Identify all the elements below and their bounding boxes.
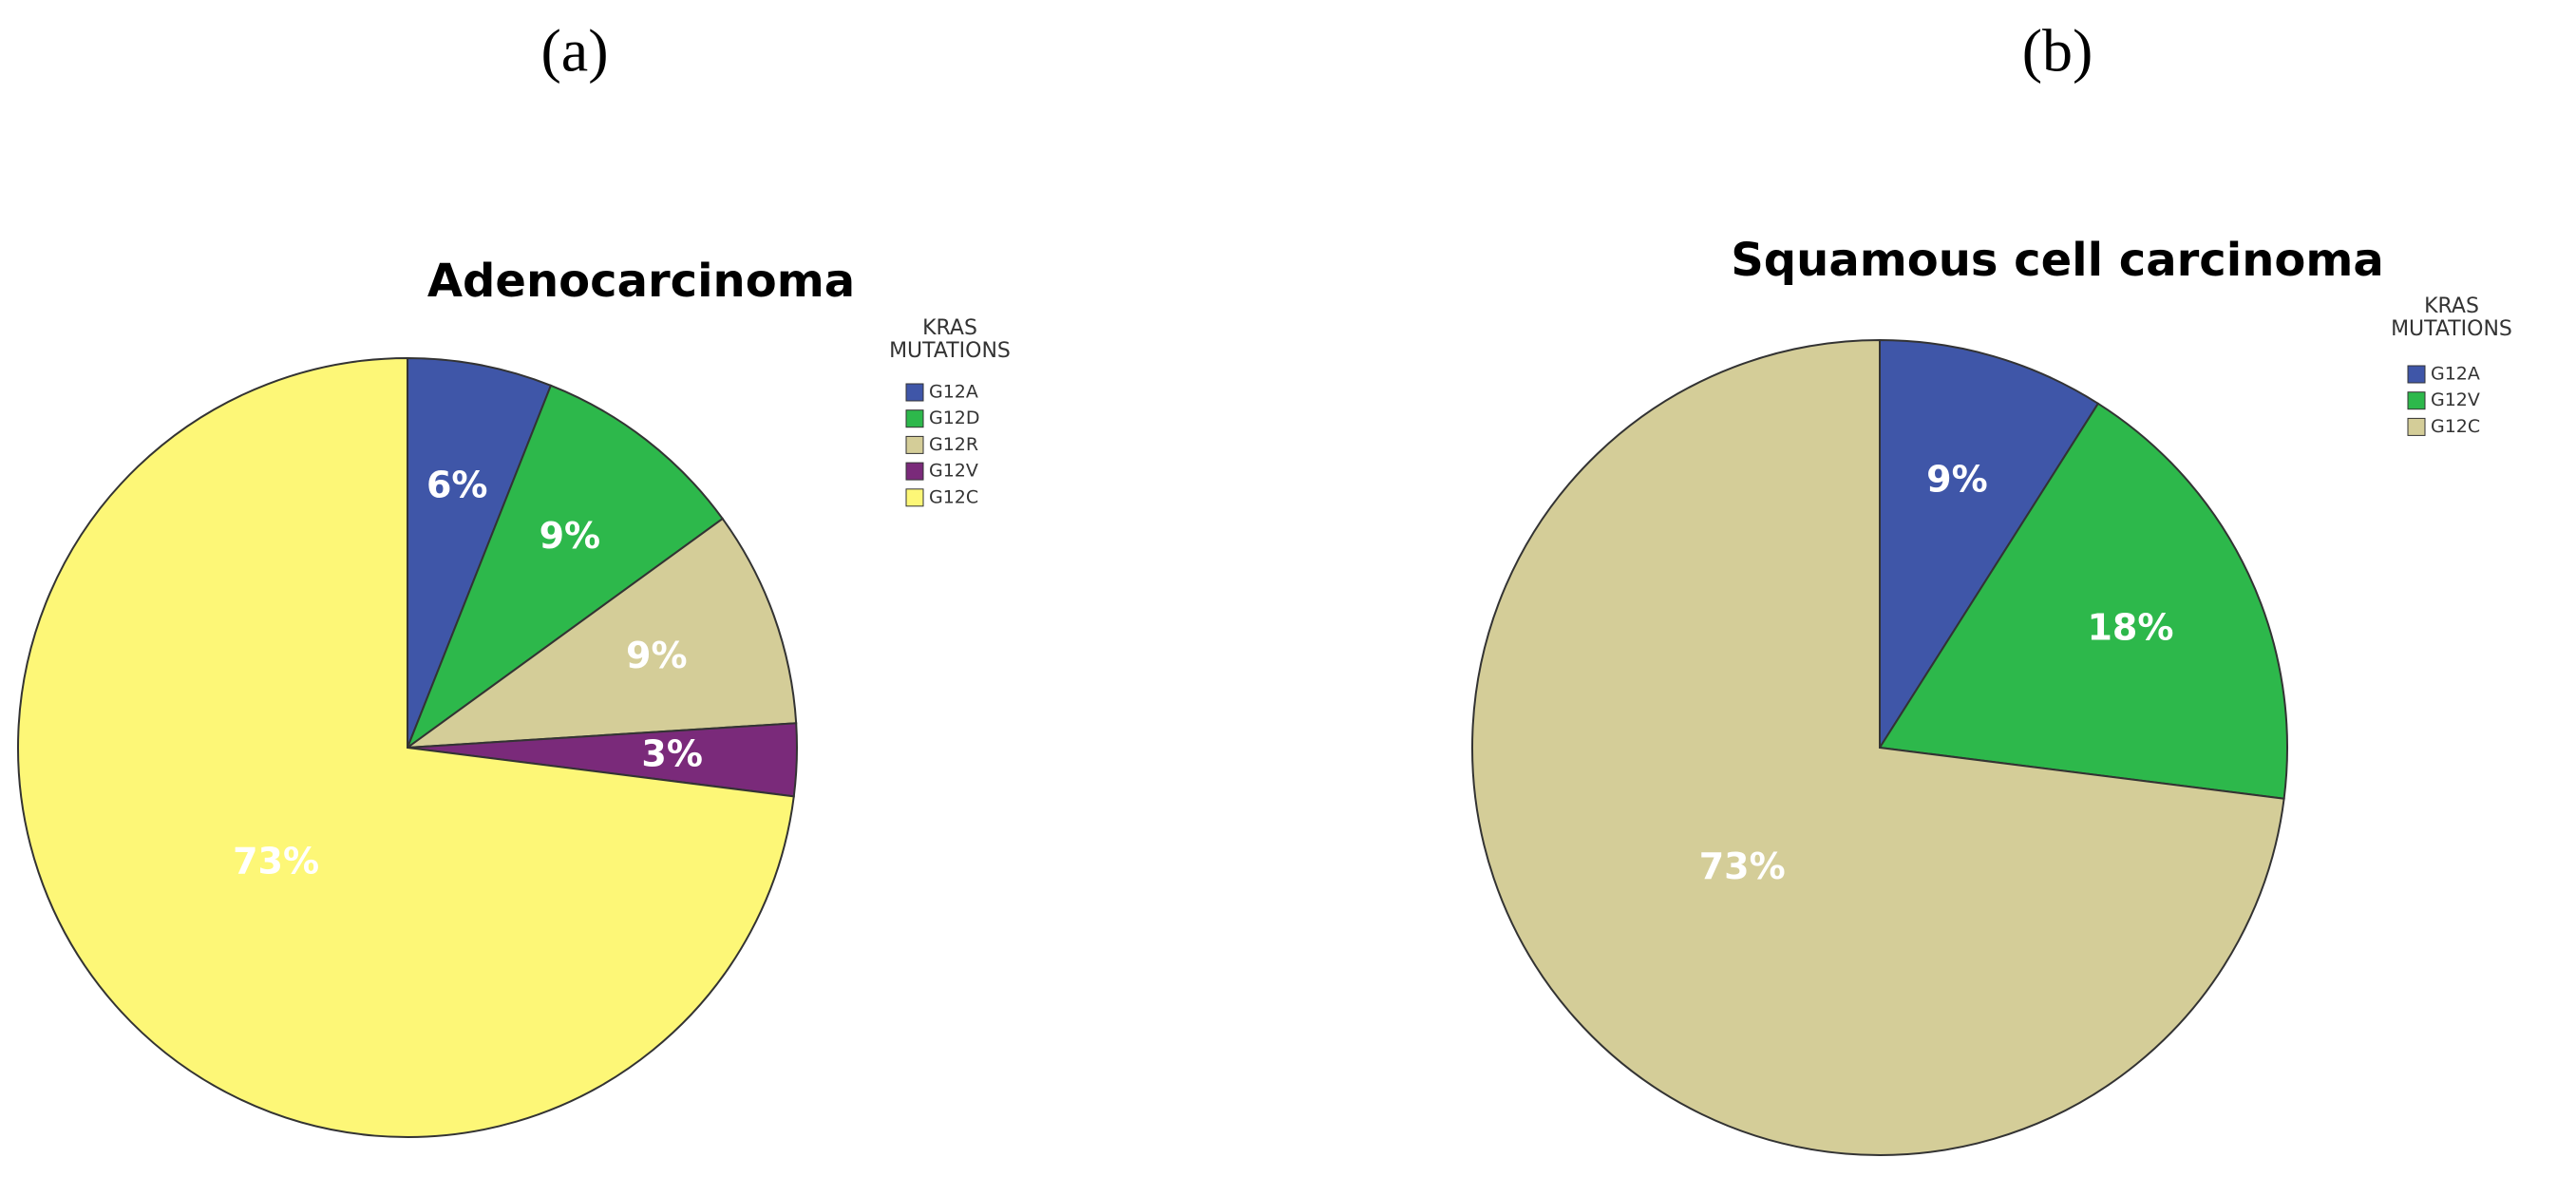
legend-label: G12R	[929, 434, 978, 455]
panel-label: (a)	[540, 17, 608, 85]
value-label: 3%	[641, 732, 703, 774]
legend-swatch	[2407, 365, 2426, 384]
pie-slice	[1879, 338, 2100, 751]
pie-slice	[17, 356, 795, 1138]
value-label: 18%	[2087, 606, 2173, 648]
legend-label: G12C	[929, 486, 978, 507]
value-label: 6%	[426, 465, 488, 506]
legend-label: G12V	[929, 461, 978, 482]
legend-swatch	[2407, 417, 2426, 436]
legend-label: G12D	[929, 408, 980, 428]
legend-label: G12C	[2431, 416, 2480, 437]
value-label: 9%	[540, 515, 601, 557]
legend-title: KRAS	[2424, 294, 2479, 318]
pie-slice	[407, 356, 553, 749]
legend-title: MUTATIONS	[889, 339, 1011, 363]
legend-swatch	[905, 409, 924, 428]
legend-label: G12A	[929, 382, 978, 403]
value-label: 9%	[626, 635, 688, 676]
legend-swatch	[905, 383, 924, 402]
legend-label: G12A	[2431, 364, 2480, 385]
legend-label: G12V	[2431, 389, 2480, 410]
pie-slice	[1471, 338, 2285, 1156]
legend-swatch	[2407, 391, 2426, 410]
chart-title: Adenocarcinoma	[427, 255, 855, 308]
legend-swatch	[905, 462, 924, 481]
chart-title: Squamous cell carcinoma	[1731, 234, 2384, 287]
pie-slice	[404, 517, 798, 750]
value-label: 9%	[1926, 458, 1988, 500]
legend-swatch	[905, 435, 924, 454]
pie-slice	[1878, 402, 2288, 800]
legend-title: MUTATIONS	[2391, 317, 2512, 341]
legend-title: KRAS	[922, 316, 977, 340]
panel-label: (b)	[2022, 17, 2093, 85]
pie-slice	[405, 384, 725, 750]
value-label: 73%	[233, 841, 319, 883]
value-label: 73%	[1699, 845, 1786, 887]
legend-swatch	[905, 488, 924, 507]
